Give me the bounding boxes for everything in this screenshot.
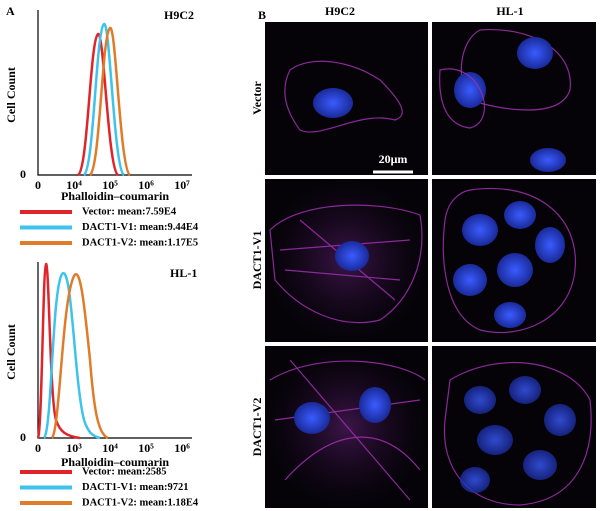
x-tick-label: 10⁵ [138, 441, 154, 455]
legend-label: DACT1-V1: mean:9721 [82, 482, 188, 493]
y-label: Cell Count [4, 324, 18, 380]
x-tick-label: 10⁷ [174, 178, 190, 192]
legend-label: Vector: mean:2585 [82, 466, 166, 477]
legend-label: Vector: mean:7.59E4 [82, 206, 177, 217]
x-tick-label: 10⁵ [102, 178, 118, 192]
micrographs [265, 22, 596, 508]
y-tick-label: 0 [20, 167, 26, 181]
x-label: Phalloidin–coumarin [61, 189, 169, 203]
x-tick-label: 10³ [66, 441, 82, 455]
panel-label: A [6, 4, 15, 18]
column-header: H9C2 [325, 4, 355, 18]
row-label: DACT1-V1 [250, 231, 264, 290]
scale-bar-label: 20μm [379, 152, 408, 166]
x-label: Phalloidin–coumarin [61, 455, 169, 469]
histogram-top: Cell Count H9C2 0 0 10⁴ 10⁵ 10⁶ 10⁷ Phalloid… [4, 8, 199, 249]
curve [36, 262, 81, 440]
y-label: Cell Count [4, 67, 18, 123]
curve [82, 22, 126, 177]
x-tick-label: 10⁶ [174, 441, 190, 455]
curve [76, 32, 120, 177]
row-label: Vector [250, 81, 264, 115]
axes [37, 10, 192, 176]
x-tick-label: 10⁶ [138, 178, 154, 192]
curve [50, 273, 109, 440]
axes [37, 262, 192, 439]
curve [42, 272, 101, 440]
x-tick-label: 10⁴ [102, 441, 118, 455]
histogram-bottom: Cell Count HL-1 0 0 10³ 10⁴ 10⁵ 10⁶ Phalloid… [4, 262, 199, 508]
y-tick-label: 0 [20, 430, 26, 444]
x-tick-label: 10⁴ [66, 178, 82, 192]
plot-title: H9C2 [164, 8, 194, 22]
column-header: HL-1 [496, 4, 523, 18]
legend-label: DACT1-V1: mean:9.44E4 [82, 222, 199, 233]
plot-title: HL-1 [170, 266, 197, 280]
legend-label: DACT1-V2: mean:1.18E4 [82, 497, 199, 508]
x-tick-label: 0 [35, 441, 41, 455]
panel-label: B [258, 8, 266, 22]
legend-label: DACT1-V2: mean:1.17E5 [82, 237, 198, 248]
x-tick-label: 0 [35, 178, 41, 192]
curve [88, 26, 132, 177]
row-label: DACT1-V2 [250, 398, 264, 457]
